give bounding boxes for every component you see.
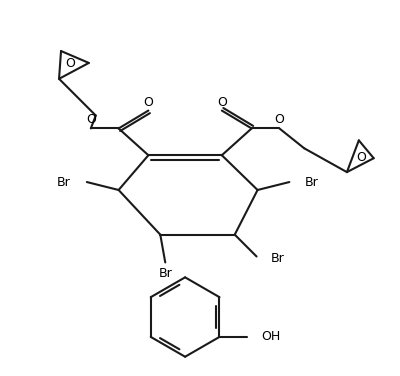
Text: O: O <box>144 96 153 109</box>
Text: O: O <box>274 113 284 126</box>
Text: O: O <box>66 57 76 70</box>
Text: Br: Br <box>158 267 172 280</box>
Text: Br: Br <box>57 176 71 188</box>
Text: O: O <box>217 96 227 109</box>
Text: O: O <box>356 152 366 164</box>
Text: O: O <box>86 113 96 126</box>
Text: Br: Br <box>305 176 319 188</box>
Text: Br: Br <box>270 252 284 265</box>
Text: OH: OH <box>261 331 280 343</box>
